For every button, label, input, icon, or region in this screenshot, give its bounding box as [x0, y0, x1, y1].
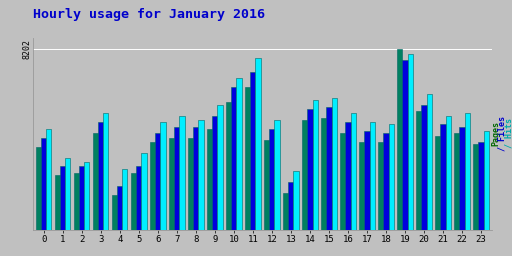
Bar	[302, 120, 307, 230]
Bar	[389, 124, 394, 230]
Bar	[55, 175, 60, 230]
Bar	[464, 113, 470, 230]
Bar	[421, 105, 426, 230]
Bar	[402, 60, 408, 230]
Bar	[207, 129, 212, 230]
Bar	[199, 120, 204, 230]
Text: / Hits: / Hits	[504, 118, 512, 148]
Bar	[351, 113, 356, 230]
Bar	[136, 166, 141, 230]
Bar	[226, 102, 231, 230]
Bar	[250, 71, 255, 230]
Bar	[378, 142, 383, 230]
Bar	[365, 131, 370, 230]
Bar	[174, 127, 179, 230]
Bar	[150, 142, 155, 230]
Bar	[283, 193, 288, 230]
Bar	[326, 107, 331, 230]
Bar	[397, 49, 402, 230]
Bar	[474, 144, 479, 230]
Text: Pages: Pages	[491, 121, 500, 146]
Bar	[66, 158, 71, 230]
Bar	[79, 166, 84, 230]
Bar	[340, 133, 346, 230]
Bar	[155, 133, 160, 230]
Bar	[237, 78, 242, 230]
Text: Hourly usage for January 2016: Hourly usage for January 2016	[33, 8, 265, 21]
Bar	[440, 124, 445, 230]
Bar	[179, 116, 184, 230]
Bar	[312, 100, 317, 230]
Bar	[288, 182, 293, 230]
Bar	[141, 153, 146, 230]
Bar	[84, 162, 90, 230]
Bar	[255, 58, 261, 230]
Bar	[218, 105, 223, 230]
Bar	[264, 140, 269, 230]
Bar	[321, 118, 326, 230]
Bar	[426, 94, 432, 230]
Bar	[435, 135, 440, 230]
Bar	[212, 116, 218, 230]
Bar	[231, 87, 237, 230]
Bar	[408, 54, 413, 230]
Bar	[331, 98, 337, 230]
Bar	[479, 142, 484, 230]
Bar	[459, 127, 464, 230]
Bar	[98, 122, 103, 230]
Bar	[274, 120, 280, 230]
Bar	[46, 129, 51, 230]
Bar	[359, 142, 365, 230]
Bar	[245, 87, 250, 230]
Bar	[117, 186, 122, 230]
Bar	[103, 113, 109, 230]
Bar	[484, 131, 489, 230]
Bar	[131, 173, 136, 230]
Text: / Files: / Files	[498, 116, 507, 151]
Bar	[293, 171, 298, 230]
Bar	[370, 122, 375, 230]
Bar	[307, 109, 312, 230]
Bar	[194, 127, 199, 230]
Bar	[112, 195, 117, 230]
Bar	[346, 122, 351, 230]
Bar	[93, 133, 98, 230]
Bar	[122, 169, 127, 230]
Bar	[74, 173, 79, 230]
Bar	[416, 111, 421, 230]
Bar	[188, 138, 194, 230]
Bar	[36, 146, 41, 230]
Bar	[454, 133, 459, 230]
Bar	[169, 138, 174, 230]
Bar	[41, 138, 46, 230]
Bar	[383, 133, 389, 230]
Bar	[445, 116, 451, 230]
Bar	[269, 129, 274, 230]
Bar	[60, 166, 66, 230]
Bar	[160, 122, 165, 230]
